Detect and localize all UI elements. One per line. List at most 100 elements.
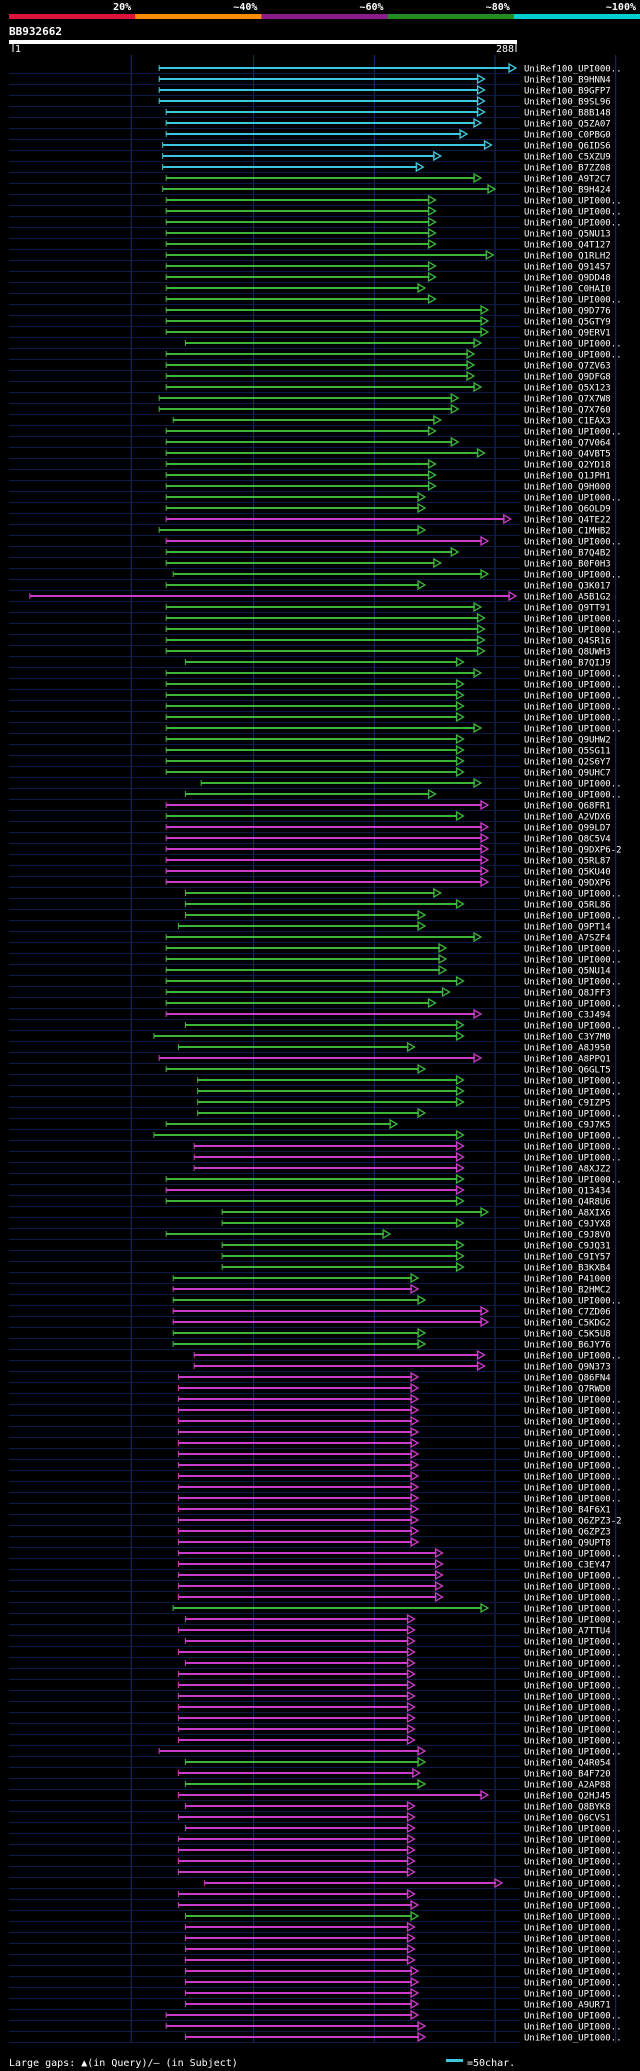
hit-name[interactable]: UniRef100_Q9N373 xyxy=(524,1363,611,1373)
hit-name[interactable]: UniRef100_C0HAI0 xyxy=(524,285,611,295)
alignment-row[interactable]: UniRef100_Q7ZV63 xyxy=(9,359,611,372)
alignment-row[interactable]: UniRef100_Q5RL86 xyxy=(9,898,611,911)
alignment-row[interactable]: UniRef100_Q86FN4 xyxy=(9,1371,611,1384)
hit-name[interactable]: UniRef100_UPI000.. xyxy=(524,1935,622,1945)
alignment-row[interactable]: UniRef100_Q5X123 xyxy=(9,381,611,394)
hit-name[interactable]: UniRef100_UPI000.. xyxy=(524,1297,622,1307)
hit-name[interactable]: UniRef100_P41000 xyxy=(524,1275,611,1285)
hit-name[interactable]: UniRef100_UPI000.. xyxy=(524,1462,622,1472)
alignment-row[interactable]: UniRef100_UPI000.. xyxy=(9,1657,622,1670)
hit-name[interactable]: UniRef100_UPI000.. xyxy=(524,1451,622,1461)
hit-name[interactable]: UniRef100_Q6ZPZ3-2 xyxy=(524,1517,622,1527)
alignment-row[interactable]: UniRef100_Q9ERV1 xyxy=(9,326,611,339)
hit-name[interactable]: UniRef100_UPI000.. xyxy=(524,340,622,350)
alignment-row[interactable]: UniRef100_Q9DD48 xyxy=(9,271,611,284)
hit-name[interactable]: UniRef100_UPI000.. xyxy=(524,1495,622,1505)
alignment-row[interactable]: UniRef100_B6JY76 xyxy=(9,1338,611,1351)
alignment-row[interactable]: UniRef100_UPI000.. xyxy=(9,1448,622,1461)
hit-name[interactable]: UniRef100_B9GFP7 xyxy=(524,87,611,97)
alignment-row[interactable]: UniRef100_Q9N373 xyxy=(9,1360,611,1373)
alignment-row[interactable]: UniRef100_A7SZF4 xyxy=(9,931,611,944)
hit-name[interactable]: UniRef100_UPI000.. xyxy=(524,1968,622,1978)
alignment-row[interactable]: UniRef100_B9SL96 xyxy=(9,95,611,108)
alignment-row[interactable]: UniRef100_B7ZZ08 xyxy=(9,161,611,174)
alignment-row[interactable]: UniRef100_C1EAX3 xyxy=(9,414,611,427)
hit-name[interactable]: UniRef100_C9J8V0 xyxy=(524,1231,611,1241)
hit-name[interactable]: UniRef100_A2AP88 xyxy=(524,1781,611,1791)
alignment-row[interactable]: UniRef100_A8XJZ2 xyxy=(9,1162,611,1175)
hit-name[interactable]: UniRef100_Q9DD48 xyxy=(524,274,611,284)
alignment-row[interactable]: UniRef100_Q5GTY9 xyxy=(9,315,611,328)
hit-name[interactable]: UniRef100_UPI000.. xyxy=(524,2012,622,2022)
alignment-row[interactable]: UniRef100_B2HMC2 xyxy=(9,1283,611,1296)
alignment-row[interactable]: UniRef100_UPI000.. xyxy=(9,1910,622,1923)
alignment-row[interactable]: UniRef100_UPI000.. xyxy=(9,711,622,724)
hit-name[interactable]: UniRef100_Q8BYK8 xyxy=(524,1803,611,1813)
hit-name[interactable]: UniRef100_A8PPQ1 xyxy=(524,1055,611,1065)
alignment-row[interactable]: UniRef100_Q8UWH3 xyxy=(9,645,611,658)
hit-name[interactable]: UniRef100_Q6IDS6 xyxy=(524,142,611,152)
hit-name[interactable]: UniRef100_UPI000.. xyxy=(524,780,622,790)
hit-name[interactable]: UniRef100_UPI000.. xyxy=(524,1550,622,1560)
alignment-row[interactable]: UniRef100_Q68FR1 xyxy=(9,799,611,812)
alignment-row[interactable]: UniRef100_Q8JFF3 xyxy=(9,986,611,999)
alignment-row[interactable]: UniRef100_Q4T127 xyxy=(9,238,611,251)
hit-name[interactable]: UniRef100_UPI000.. xyxy=(524,692,622,702)
alignment-row[interactable]: UniRef100_Q9DXP6 xyxy=(9,876,611,889)
hit-name[interactable]: UniRef100_UPI000.. xyxy=(524,890,622,900)
hit-name[interactable]: UniRef100_UPI000.. xyxy=(524,1682,622,1692)
hit-name[interactable]: UniRef100_UPI000.. xyxy=(524,1880,622,1890)
alignment-row[interactable]: UniRef100_UPI000.. xyxy=(9,1349,622,1362)
hit-name[interactable]: UniRef100_Q4VBT5 xyxy=(524,450,611,460)
hit-name[interactable]: UniRef100_Q5NU13 xyxy=(524,230,611,240)
hit-name[interactable]: UniRef100_UPI000.. xyxy=(524,1110,622,1120)
alignment-row[interactable]: UniRef100_B8B148 xyxy=(9,106,611,119)
alignment-row[interactable]: UniRef100_Q6OLD9 xyxy=(9,502,611,515)
alignment-row[interactable]: UniRef100_C3J494 xyxy=(9,1008,611,1021)
alignment-row[interactable]: UniRef100_A2VDX6 xyxy=(9,810,611,823)
hit-name[interactable]: UniRef100_C9IZP5 xyxy=(524,1099,611,1109)
alignment-row[interactable]: UniRef100_B7Q4B2 xyxy=(9,546,611,559)
hit-name[interactable]: UniRef100_UPI000.. xyxy=(524,1638,622,1648)
hit-name[interactable]: UniRef100_UPI000.. xyxy=(524,1836,622,1846)
alignment-row[interactable]: UniRef100_UPI000.. xyxy=(9,887,622,900)
alignment-row[interactable]: UniRef100_Q2YD18 xyxy=(9,458,611,471)
alignment-row[interactable]: UniRef100_UPI000.. xyxy=(9,568,622,581)
alignment-row[interactable]: UniRef100_Q7RWD0 xyxy=(9,1382,611,1395)
hit-name[interactable]: UniRef100_UPI000.. xyxy=(524,1649,622,1659)
hit-name[interactable]: UniRef100_Q4R8U6 xyxy=(524,1198,611,1208)
hit-name[interactable]: UniRef100_UPI000.. xyxy=(524,1990,622,2000)
hit-name[interactable]: UniRef100_Q9UHC7 xyxy=(524,769,611,779)
alignment-row[interactable]: UniRef100_UPI000.. xyxy=(9,2009,622,2022)
alignment-row[interactable]: UniRef100_UPI000.. xyxy=(9,62,622,75)
alignment-row[interactable]: UniRef100_UPI000.. xyxy=(9,535,622,548)
hit-name[interactable]: UniRef100_A2VDX6 xyxy=(524,813,611,823)
hit-name[interactable]: UniRef100_Q3K017 xyxy=(524,582,611,592)
hit-name[interactable]: UniRef100_A8XJZ2 xyxy=(524,1165,611,1175)
alignment-row[interactable]: UniRef100_UPI000.. xyxy=(9,1734,622,1747)
hit-name[interactable]: UniRef100_A8J950 xyxy=(524,1044,611,1054)
hit-name[interactable]: UniRef100_Q5GTY9 xyxy=(524,318,611,328)
hit-name[interactable]: UniRef100_UPI000.. xyxy=(524,1132,622,1142)
alignment-row[interactable]: UniRef100_Q9DFG8 xyxy=(9,370,611,383)
hit-name[interactable]: UniRef100_UPI000.. xyxy=(524,1484,622,1494)
hit-name[interactable]: UniRef100_Q9DFG8 xyxy=(524,373,611,383)
alignment-row[interactable]: UniRef100_UPI000.. xyxy=(9,348,622,361)
hit-name[interactable]: UniRef100_UPI000.. xyxy=(524,945,622,955)
hit-name[interactable]: UniRef100_UPI000.. xyxy=(524,1154,622,1164)
hit-name[interactable]: UniRef100_UPI000.. xyxy=(524,1022,622,1032)
hit-name[interactable]: UniRef100_B6JY76 xyxy=(524,1341,611,1351)
alignment-row[interactable]: UniRef100_Q5RL87 xyxy=(9,854,611,867)
hit-name[interactable]: UniRef100_C9J7K5 xyxy=(524,1121,611,1131)
hit-name[interactable]: UniRef100_UPI000.. xyxy=(524,1407,622,1417)
alignment-row[interactable]: UniRef100_Q4VBT5 xyxy=(9,447,611,460)
hit-name[interactable]: UniRef100_UPI000.. xyxy=(524,1726,622,1736)
hit-name[interactable]: UniRef100_UPI000.. xyxy=(524,1902,622,1912)
hit-name[interactable]: UniRef100_Q1JPH1 xyxy=(524,472,611,482)
alignment-row[interactable]: UniRef100_Q6GLT5 xyxy=(9,1063,611,1076)
alignment-row[interactable]: UniRef100_UPI000.. xyxy=(9,1437,622,1450)
alignment-row[interactable]: UniRef100_Q9UPT8 xyxy=(9,1536,611,1549)
alignment-row[interactable]: UniRef100_Q2S6Y7 xyxy=(9,755,611,768)
alignment-row[interactable]: UniRef100_Q9H000 xyxy=(9,480,611,493)
alignment-row[interactable]: UniRef100_B4F720 xyxy=(9,1767,611,1780)
